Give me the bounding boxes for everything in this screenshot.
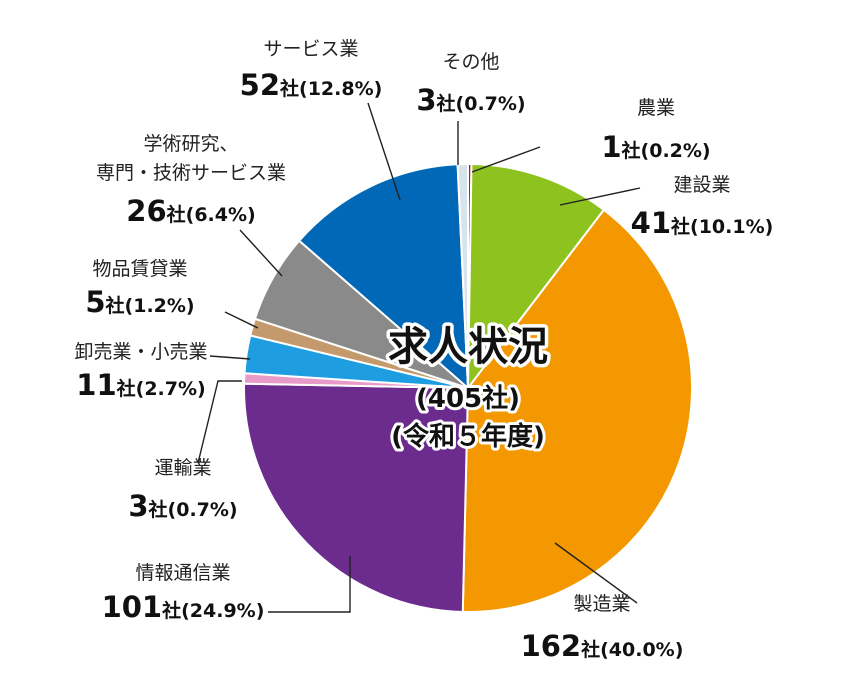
chart-subtitle-year: (令和５年度) <box>391 421 545 452</box>
slice-value-label: 5社(1.2%) <box>85 285 194 319</box>
slice-value-label: 162社(40.0%) <box>521 629 684 663</box>
slice-name-label: 物品賃貸業 <box>92 258 187 280</box>
slice-name-label: サービス業 <box>263 38 358 60</box>
chart-title: 求人状況 <box>388 324 548 370</box>
pie-slice-1 <box>466 163 606 392</box>
slice-labels: 農業 1社(0.2%) 建設業 41社(10.1%) 製造業 162社(40.0%) 情報通… <box>74 38 773 663</box>
slice-value-label: 101社(24.9%) <box>102 590 265 624</box>
slice-name-label: 運輸業 <box>154 457 211 479</box>
leader-line-2 <box>554 542 638 604</box>
chart-subtitle-total: (405社) <box>416 383 520 414</box>
slice-name-label: 情報通信業 <box>135 562 230 584</box>
slice-name-label: その他 <box>442 51 499 73</box>
slice-value-label: 41社(10.1%) <box>631 206 774 240</box>
leader-line-5 <box>209 355 251 360</box>
leader-line-1 <box>559 187 641 206</box>
center-label: 求人状況 (405社) (令和５年度) <box>385 321 552 456</box>
leader-line-4 <box>197 380 242 464</box>
slice-value-label: 3社(0.7%) <box>128 489 237 523</box>
leader-lines <box>197 102 641 613</box>
slice-value-label: 26社(6.4%) <box>126 194 255 228</box>
leader-line-6 <box>224 311 259 329</box>
slice-value-label: 3社(0.7%) <box>416 83 525 117</box>
slice-name-label: 専門・技術サービス業 <box>96 162 286 184</box>
pie-slices <box>243 162 693 613</box>
leader-line-8 <box>367 102 401 201</box>
slice-name-label: 製造業 <box>573 593 630 615</box>
pie-slice-3 <box>243 382 470 613</box>
pie-slice-2 <box>461 208 693 613</box>
slice-name-label: 学術研究、 <box>143 133 238 155</box>
slice-name-label: 卸売業・小売業 <box>74 341 207 363</box>
leader-line-3 <box>268 556 351 613</box>
leader-line-7 <box>239 229 283 277</box>
slice-name-label: 農業 <box>637 97 675 119</box>
pie-slice-8 <box>297 163 470 391</box>
leader-line-0 <box>471 146 541 173</box>
slice-value-label: 1社(0.2%) <box>601 130 710 164</box>
slice-name-label: 建設業 <box>673 174 730 196</box>
slice-value-label: 52社(12.8%) <box>240 68 383 102</box>
slice-value-label: 11社(2.7%) <box>76 368 205 402</box>
